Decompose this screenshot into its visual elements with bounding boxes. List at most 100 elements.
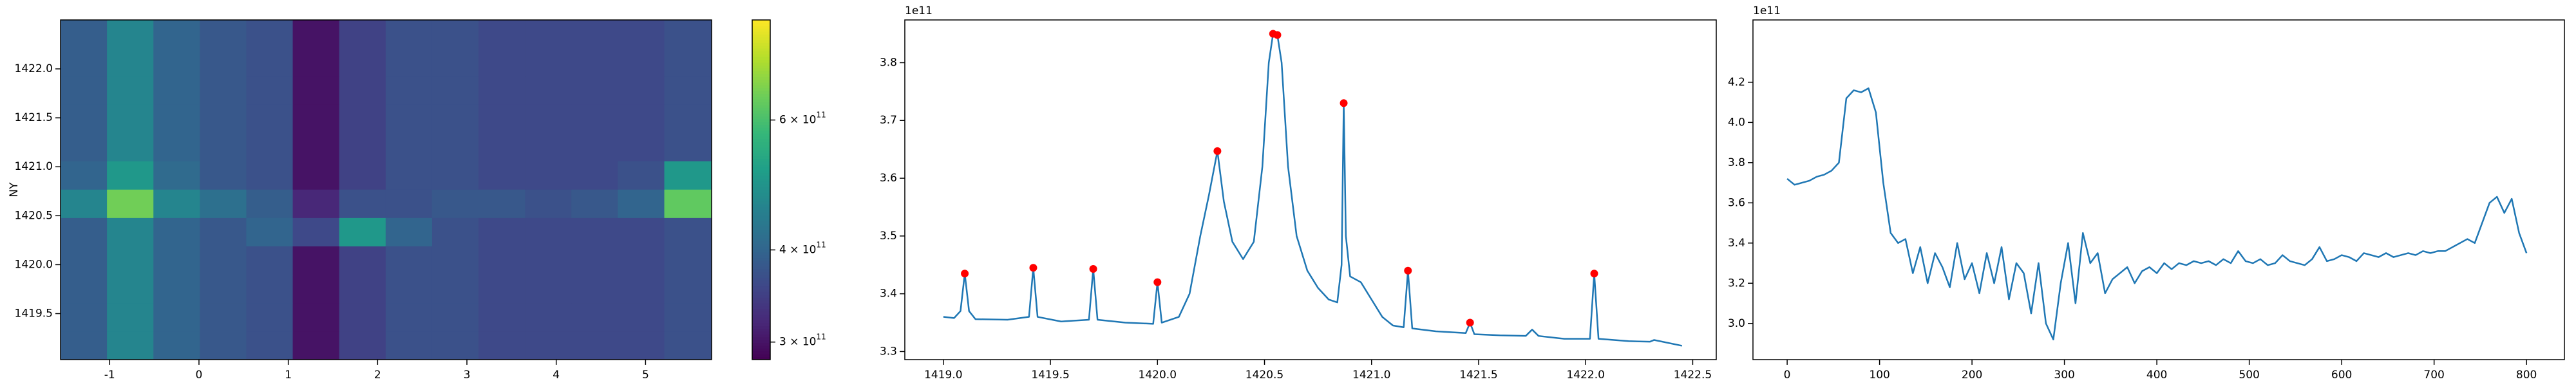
heatmap-cell	[153, 132, 200, 161]
heatmap-cell	[664, 274, 712, 304]
heatmap-cell	[478, 47, 526, 77]
x-tick-label: 1421.5	[1459, 369, 1497, 381]
heatmap-cell	[200, 132, 247, 161]
heatmap-cell	[385, 104, 433, 133]
colorbar-swatch	[752, 28, 770, 32]
heatmap-cell	[525, 246, 572, 275]
colorbar-swatch	[752, 195, 770, 199]
heatmap-cell	[478, 217, 526, 246]
heatmap-cell	[153, 331, 200, 360]
colorbar-swatch	[752, 147, 770, 151]
heatmap-cell	[385, 75, 433, 105]
heatmap-cell	[525, 302, 572, 332]
heatmap-cell	[385, 20, 433, 48]
colorbar-swatch	[752, 99, 770, 103]
heatmap-cell	[246, 274, 294, 304]
heatmap-cell	[200, 302, 247, 332]
colorbar-swatch	[752, 351, 770, 354]
colorbar-swatch	[752, 172, 770, 176]
x-tick-label: 4	[553, 369, 560, 381]
heatmap-cell	[200, 75, 247, 105]
colorbar-swatch	[752, 23, 770, 26]
heatmap-cell	[200, 189, 247, 218]
heatmap-cell	[246, 20, 294, 48]
heatmap-cell	[153, 104, 200, 133]
heatmap-cell	[618, 161, 665, 190]
heatmap-cell	[525, 189, 572, 218]
colorbar-swatch	[752, 65, 770, 69]
colorbar-swatch	[752, 87, 770, 91]
heatmap-cell	[618, 331, 665, 360]
colorbar-swatch	[752, 133, 770, 136]
colorbar-swatch	[752, 48, 770, 51]
peak-marker	[1466, 318, 1474, 327]
heatmap-cell	[385, 331, 433, 360]
heatmap-cell	[431, 274, 479, 304]
colorbar-swatch	[752, 209, 770, 213]
axes-frame	[1752, 19, 2565, 360]
heatmap-cell	[61, 47, 108, 77]
y-tick-label: 1422.0	[15, 62, 53, 75]
colorbar-swatch	[752, 314, 770, 318]
heatmap-cell	[107, 104, 154, 133]
colorbar-tick-label: 4 × 1011	[779, 240, 826, 257]
colorbar-swatch	[752, 184, 770, 188]
heatmap-cell	[618, 217, 665, 246]
heatmap-cell	[339, 104, 386, 133]
colorbar-swatch	[752, 345, 770, 349]
heatmap-cell	[339, 274, 386, 304]
colorbar-swatch	[752, 152, 770, 156]
colorbar-swatch	[752, 122, 770, 125]
heatmap-cell	[339, 20, 386, 48]
y-tick-label: 3.2	[1728, 277, 1745, 290]
heatmap-cell	[61, 217, 108, 246]
y-tick-label: 3.4	[1728, 237, 1745, 250]
heatmap-cell	[200, 246, 247, 275]
x-tick-label: 1419.5	[1031, 369, 1069, 381]
colorbar-swatch	[752, 144, 770, 148]
colorbar-swatch	[752, 336, 770, 340]
peak-marker	[1213, 147, 1222, 155]
heatmap-cell	[385, 47, 433, 77]
heatmap-cell	[525, 331, 572, 360]
heatmap-cell	[292, 75, 340, 105]
x-tick-label: 1422.5	[1674, 369, 1712, 381]
x-tick-label: 1421.0	[1352, 369, 1390, 381]
y-tick-label: 3.8	[1728, 156, 1745, 169]
heatmap-cell	[153, 302, 200, 332]
colorbar-swatch	[752, 255, 770, 259]
heatmap-cell	[246, 331, 294, 360]
x-tick-label: 1419.0	[924, 369, 962, 381]
heatmap-cell	[200, 161, 247, 190]
x-tick-label: 100	[1869, 369, 1889, 381]
axes-frame	[904, 19, 1717, 360]
colorbar-swatch	[752, 73, 770, 77]
heatmap-cell	[525, 161, 572, 190]
y-tick-label: 1420.0	[15, 258, 53, 271]
colorbar-swatch	[752, 161, 770, 165]
heatmap-cell	[339, 189, 386, 218]
x-tick-label: 400	[2146, 369, 2167, 381]
heatmap-cell	[478, 246, 526, 275]
heatmap-cell	[246, 302, 294, 332]
heatmap-cell	[153, 75, 200, 105]
heatmap-cell	[339, 217, 386, 246]
heatmap-cell	[292, 274, 340, 304]
colorbar-swatch	[752, 356, 770, 360]
heatmap-cell	[571, 104, 618, 133]
peak-marker	[1590, 270, 1598, 278]
heatmap-cell	[61, 331, 108, 360]
heatmap-cell	[292, 20, 340, 48]
heatmap-cell	[618, 20, 665, 48]
heatmap-cell	[664, 331, 712, 360]
heatmap-cell	[292, 132, 340, 161]
heatmap-cell	[339, 47, 386, 77]
heatmap-cell	[153, 274, 200, 304]
colorbar-swatch	[752, 326, 770, 329]
x-tick-label: 600	[2331, 369, 2352, 381]
colorbar-swatch	[752, 31, 770, 35]
heatmap-cell	[200, 20, 247, 48]
heatmap-cell	[292, 331, 340, 360]
colorbar-swatch	[752, 252, 770, 255]
colorbar-swatch	[752, 39, 770, 43]
